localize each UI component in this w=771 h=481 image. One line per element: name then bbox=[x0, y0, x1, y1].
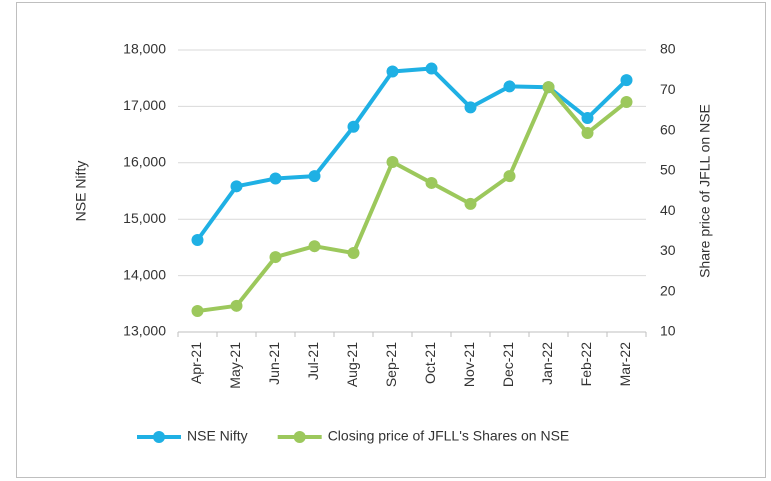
x-tick-label: May-21 bbox=[227, 342, 243, 389]
series-marker bbox=[269, 251, 282, 264]
series-marker bbox=[542, 81, 555, 94]
x-tick-label: Oct-21 bbox=[422, 342, 438, 384]
y-tick-label: 14,000 bbox=[123, 266, 166, 282]
y-tick-label: 18,000 bbox=[123, 41, 166, 57]
y-tick-label: 13,000 bbox=[123, 323, 166, 339]
series-marker bbox=[191, 234, 204, 247]
series-marker bbox=[503, 80, 516, 93]
series-marker bbox=[347, 120, 360, 133]
y-tick-label: 15,000 bbox=[123, 210, 166, 226]
y2-tick-label: 10 bbox=[660, 323, 676, 339]
legend-label: NSE Nifty bbox=[187, 428, 248, 444]
legend-marker bbox=[293, 431, 306, 443]
y2-tick-label: 60 bbox=[660, 121, 676, 137]
y2-tick-label: 20 bbox=[660, 282, 676, 298]
y2-tick-label: 70 bbox=[660, 81, 676, 97]
x-tick-label: Sep-21 bbox=[383, 342, 399, 387]
y2-axis-title: Share price of JFLL on NSE bbox=[697, 104, 713, 278]
x-tick-label: Mar-22 bbox=[617, 342, 633, 387]
series-marker bbox=[503, 170, 516, 183]
y-axis-title: NSE Nifty bbox=[73, 161, 89, 222]
x-tick-label: Aug-21 bbox=[344, 342, 360, 387]
series-line bbox=[197, 85, 628, 314]
x-tick-label: Jul-21 bbox=[305, 342, 321, 380]
x-tick-label: Jan-22 bbox=[539, 342, 555, 385]
series-marker bbox=[386, 65, 399, 78]
series-marker bbox=[191, 305, 204, 318]
series-marker bbox=[464, 197, 477, 210]
series-marker bbox=[308, 170, 321, 183]
series-marker bbox=[230, 180, 243, 193]
series-marker bbox=[230, 299, 243, 312]
chart-border bbox=[16, 2, 766, 478]
series-marker bbox=[620, 74, 633, 87]
y-tick-label: 16,000 bbox=[123, 154, 166, 170]
series-marker bbox=[425, 62, 438, 75]
y-tick-label: 17,000 bbox=[123, 97, 166, 113]
x-tick-label: Dec-21 bbox=[500, 342, 516, 387]
x-tick-label: Apr-21 bbox=[188, 342, 204, 384]
legend-label: Closing price of JFLL's Shares on NSE bbox=[328, 428, 570, 444]
series-marker bbox=[581, 126, 594, 139]
x-tick-label: Nov-21 bbox=[461, 342, 477, 387]
series-marker bbox=[269, 172, 282, 185]
series-marker bbox=[386, 155, 399, 168]
series-marker bbox=[620, 95, 633, 108]
series-marker bbox=[464, 101, 477, 114]
x-tick-label: Jun-21 bbox=[266, 342, 282, 385]
series-marker bbox=[425, 176, 438, 189]
series-marker bbox=[308, 240, 321, 253]
y2-tick-label: 50 bbox=[660, 162, 676, 178]
x-tick-label: Feb-22 bbox=[578, 342, 594, 387]
y2-tick-label: 30 bbox=[660, 242, 676, 258]
series-marker bbox=[581, 112, 594, 125]
y2-tick-label: 40 bbox=[660, 202, 676, 218]
series-marker bbox=[347, 247, 360, 260]
legend-marker bbox=[153, 431, 165, 443]
y2-tick-label: 80 bbox=[660, 41, 676, 57]
